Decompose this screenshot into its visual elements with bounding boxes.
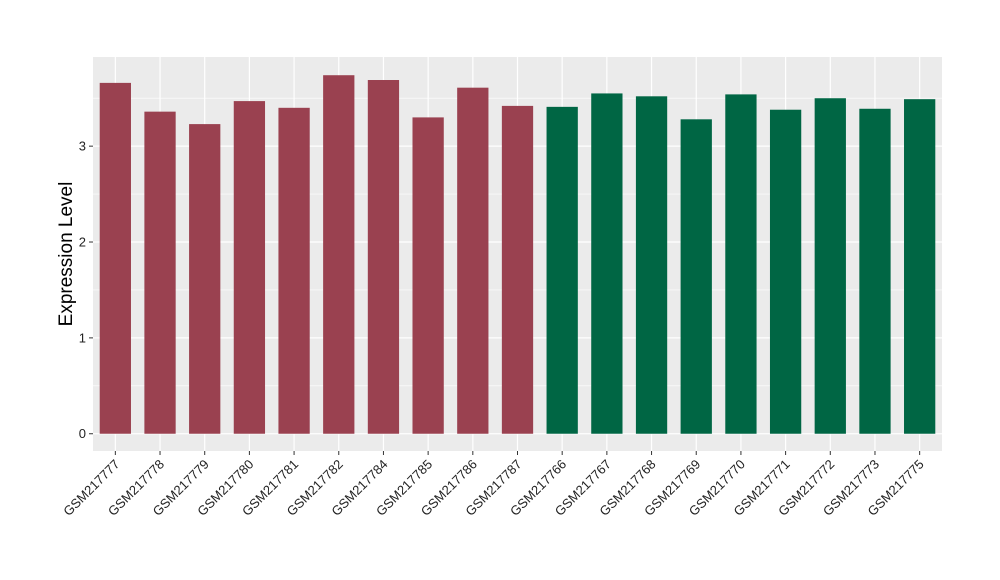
bar bbox=[859, 108, 891, 434]
bar bbox=[278, 107, 310, 434]
bar bbox=[501, 105, 534, 434]
bar bbox=[189, 124, 221, 434]
y-axis-title: Expression Level bbox=[56, 182, 77, 327]
y-tick-label: 3 bbox=[79, 139, 86, 154]
bar bbox=[769, 109, 802, 434]
bar bbox=[591, 93, 623, 434]
y-tick-label: 1 bbox=[79, 330, 86, 345]
bar bbox=[412, 117, 444, 434]
bar bbox=[725, 94, 757, 434]
y-tick-label: 2 bbox=[79, 235, 86, 250]
x-axis: GSM217777GSM217778GSM217779GSM217780GSM2… bbox=[60, 451, 927, 519]
y-axis: 0 1 2 3 bbox=[79, 139, 93, 441]
bar bbox=[99, 82, 131, 434]
bar bbox=[904, 99, 936, 434]
bar bbox=[546, 106, 578, 434]
y-tick-label: 0 bbox=[79, 426, 86, 441]
bar bbox=[457, 87, 489, 434]
bar bbox=[814, 98, 846, 434]
bars bbox=[99, 75, 936, 434]
bar bbox=[144, 111, 176, 434]
bar bbox=[233, 101, 266, 434]
bar bbox=[367, 80, 400, 434]
bar bbox=[323, 75, 355, 434]
bar bbox=[680, 119, 712, 434]
bar bbox=[635, 96, 668, 434]
